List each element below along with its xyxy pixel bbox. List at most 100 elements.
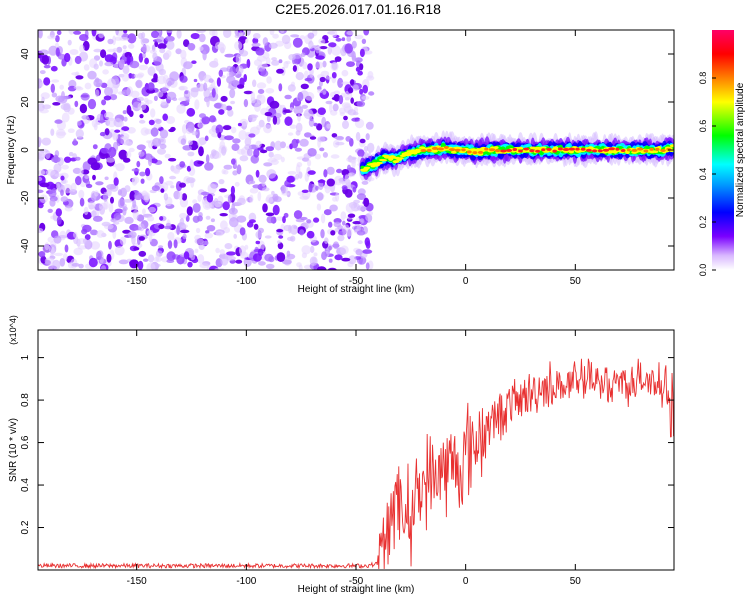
x-tick-label: -150 xyxy=(127,276,147,287)
noise-blob xyxy=(108,240,112,250)
noise-blob xyxy=(186,107,196,117)
track-peak-cell xyxy=(660,149,666,152)
noise-blob xyxy=(150,127,159,137)
noise-blob xyxy=(93,63,99,70)
colorbar-label: Normalized spectral amplitude xyxy=(735,82,746,217)
noise-blob xyxy=(342,120,349,129)
noise-blob xyxy=(158,68,166,76)
noise-blob xyxy=(211,149,217,157)
noise-blob xyxy=(322,152,328,158)
noise-blob xyxy=(187,151,195,157)
noise-blob xyxy=(112,133,118,141)
noise-blob xyxy=(67,128,75,133)
noise-blob xyxy=(342,220,346,226)
track-cell xyxy=(517,146,524,150)
noise-blob xyxy=(200,191,210,196)
noise-blob xyxy=(136,144,146,151)
noise-blob xyxy=(180,138,187,146)
noise-blob xyxy=(155,251,160,262)
noise-blob xyxy=(206,97,210,108)
noise-blob xyxy=(118,59,125,69)
noise-blob xyxy=(47,208,53,213)
noise-blob xyxy=(226,255,236,261)
noise-blob xyxy=(165,35,175,42)
noise-blob xyxy=(211,184,219,188)
track-cell xyxy=(625,150,630,154)
track-peak-cell xyxy=(585,148,592,152)
noise-blob xyxy=(266,169,277,179)
track-cell xyxy=(380,159,387,162)
noise-blob xyxy=(328,221,333,228)
noise-blob xyxy=(198,46,204,51)
noise-blob xyxy=(365,121,374,130)
noise-blob xyxy=(347,172,356,177)
noise-blob xyxy=(38,189,44,194)
noise-blob xyxy=(48,190,57,198)
noise-blob xyxy=(197,160,205,165)
y-tick-label: 1 xyxy=(20,354,31,360)
noise-blob xyxy=(325,76,332,80)
noise-blob xyxy=(179,86,185,91)
colorbar-tick-label: 0.2 xyxy=(698,216,708,229)
noise-blob xyxy=(262,203,268,213)
noise-blob xyxy=(100,265,107,270)
noise-blob xyxy=(251,42,261,47)
noise-blob xyxy=(324,237,329,244)
noise-blob xyxy=(341,69,349,77)
track-peak-cell xyxy=(466,150,472,154)
noise-blob xyxy=(309,69,314,78)
noise-blob xyxy=(109,94,118,101)
noise-blob xyxy=(92,174,96,181)
noise-blob xyxy=(364,237,370,247)
noise-blob xyxy=(204,162,214,171)
noise-blob xyxy=(95,181,104,186)
noise-blob xyxy=(224,53,235,58)
noise-blob xyxy=(151,185,160,192)
noise-blob xyxy=(237,197,246,206)
noise-blob xyxy=(300,52,306,58)
y-tick-label: -20 xyxy=(20,190,31,205)
noise-blob xyxy=(166,40,175,50)
noise-blob xyxy=(143,258,149,262)
noise-blob xyxy=(336,168,343,174)
snr-x-ticks: -150 -100 -50 0 50 xyxy=(127,330,581,587)
noise-blob xyxy=(51,156,61,163)
noise-blob xyxy=(215,127,220,134)
noise-blob xyxy=(113,212,122,221)
spectrogram-noise-blobs xyxy=(38,30,375,270)
noise-blob xyxy=(333,94,340,102)
noise-blob xyxy=(178,97,187,101)
noise-blob xyxy=(223,164,233,170)
noise-blob xyxy=(122,207,127,216)
noise-blob xyxy=(335,141,345,146)
noise-blob xyxy=(147,215,155,222)
colorbar-tick-label: 0.6 xyxy=(698,120,708,133)
noise-blob xyxy=(265,263,275,270)
noise-blob xyxy=(223,170,229,175)
noise-blob xyxy=(39,82,44,87)
x-tick-label: -100 xyxy=(236,576,256,587)
noise-blob xyxy=(183,39,190,47)
noise-blob xyxy=(214,41,225,50)
noise-blob xyxy=(232,170,238,176)
noise-blob xyxy=(101,221,111,227)
noise-blob xyxy=(79,197,85,207)
noise-blob xyxy=(47,35,57,40)
noise-blob xyxy=(265,196,274,203)
track-peak-cell xyxy=(420,149,427,152)
noise-blob xyxy=(84,234,91,241)
noise-blob xyxy=(293,105,304,115)
noise-blob xyxy=(99,60,103,67)
noise-blob xyxy=(359,88,364,95)
noise-blob xyxy=(115,163,125,172)
noise-blob xyxy=(47,236,55,243)
noise-blob xyxy=(159,129,169,139)
noise-blob xyxy=(59,258,66,267)
noise-blob xyxy=(288,54,296,61)
noise-blob xyxy=(135,79,143,89)
noise-blob xyxy=(317,88,323,94)
spectrogram-y-ticks: -40 -20 0 20 40 xyxy=(20,48,674,253)
noise-blob xyxy=(291,138,299,149)
track-peak-cell xyxy=(488,148,496,152)
noise-blob xyxy=(144,193,150,203)
